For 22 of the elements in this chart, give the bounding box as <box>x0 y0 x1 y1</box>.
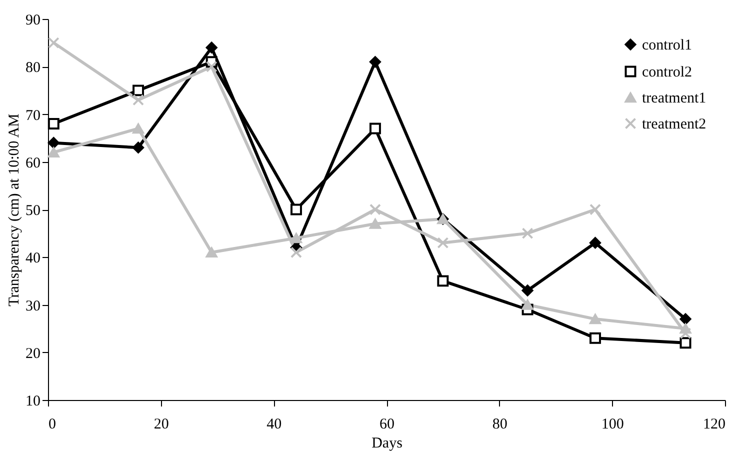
y-axis-title: Transparency (cm) at 10:00 AM <box>6 114 22 306</box>
x-tick-label: 20 <box>154 416 169 432</box>
x-tick-label: 120 <box>703 416 726 432</box>
y-tick-label: 90 <box>26 12 40 28</box>
y-tick-label: 60 <box>26 155 40 172</box>
y-tick-label: 10 <box>26 394 40 410</box>
legend-label: control1 <box>642 38 692 54</box>
x-axis-title: Days <box>372 436 403 452</box>
y-tick-label: 30 <box>26 298 40 314</box>
y-tick-label: 50 <box>26 203 40 219</box>
x-tick-label: 100 <box>601 416 624 432</box>
legend-label: treatment2 <box>642 116 706 132</box>
y-tick-label: 80 <box>26 60 40 76</box>
x-tick-label: 60 <box>380 416 394 432</box>
legend-label: control2 <box>642 64 692 80</box>
legend-label: treatment1 <box>642 90 706 106</box>
y-tick-label: 70 <box>26 108 40 124</box>
x-tick-label: 80 <box>492 416 508 432</box>
x-tick-label: 40 <box>266 416 282 432</box>
x-tick-label: 0 <box>48 416 56 432</box>
y-tick-label: 20 <box>26 346 40 362</box>
y-tick-label: 40 <box>26 250 40 267</box>
